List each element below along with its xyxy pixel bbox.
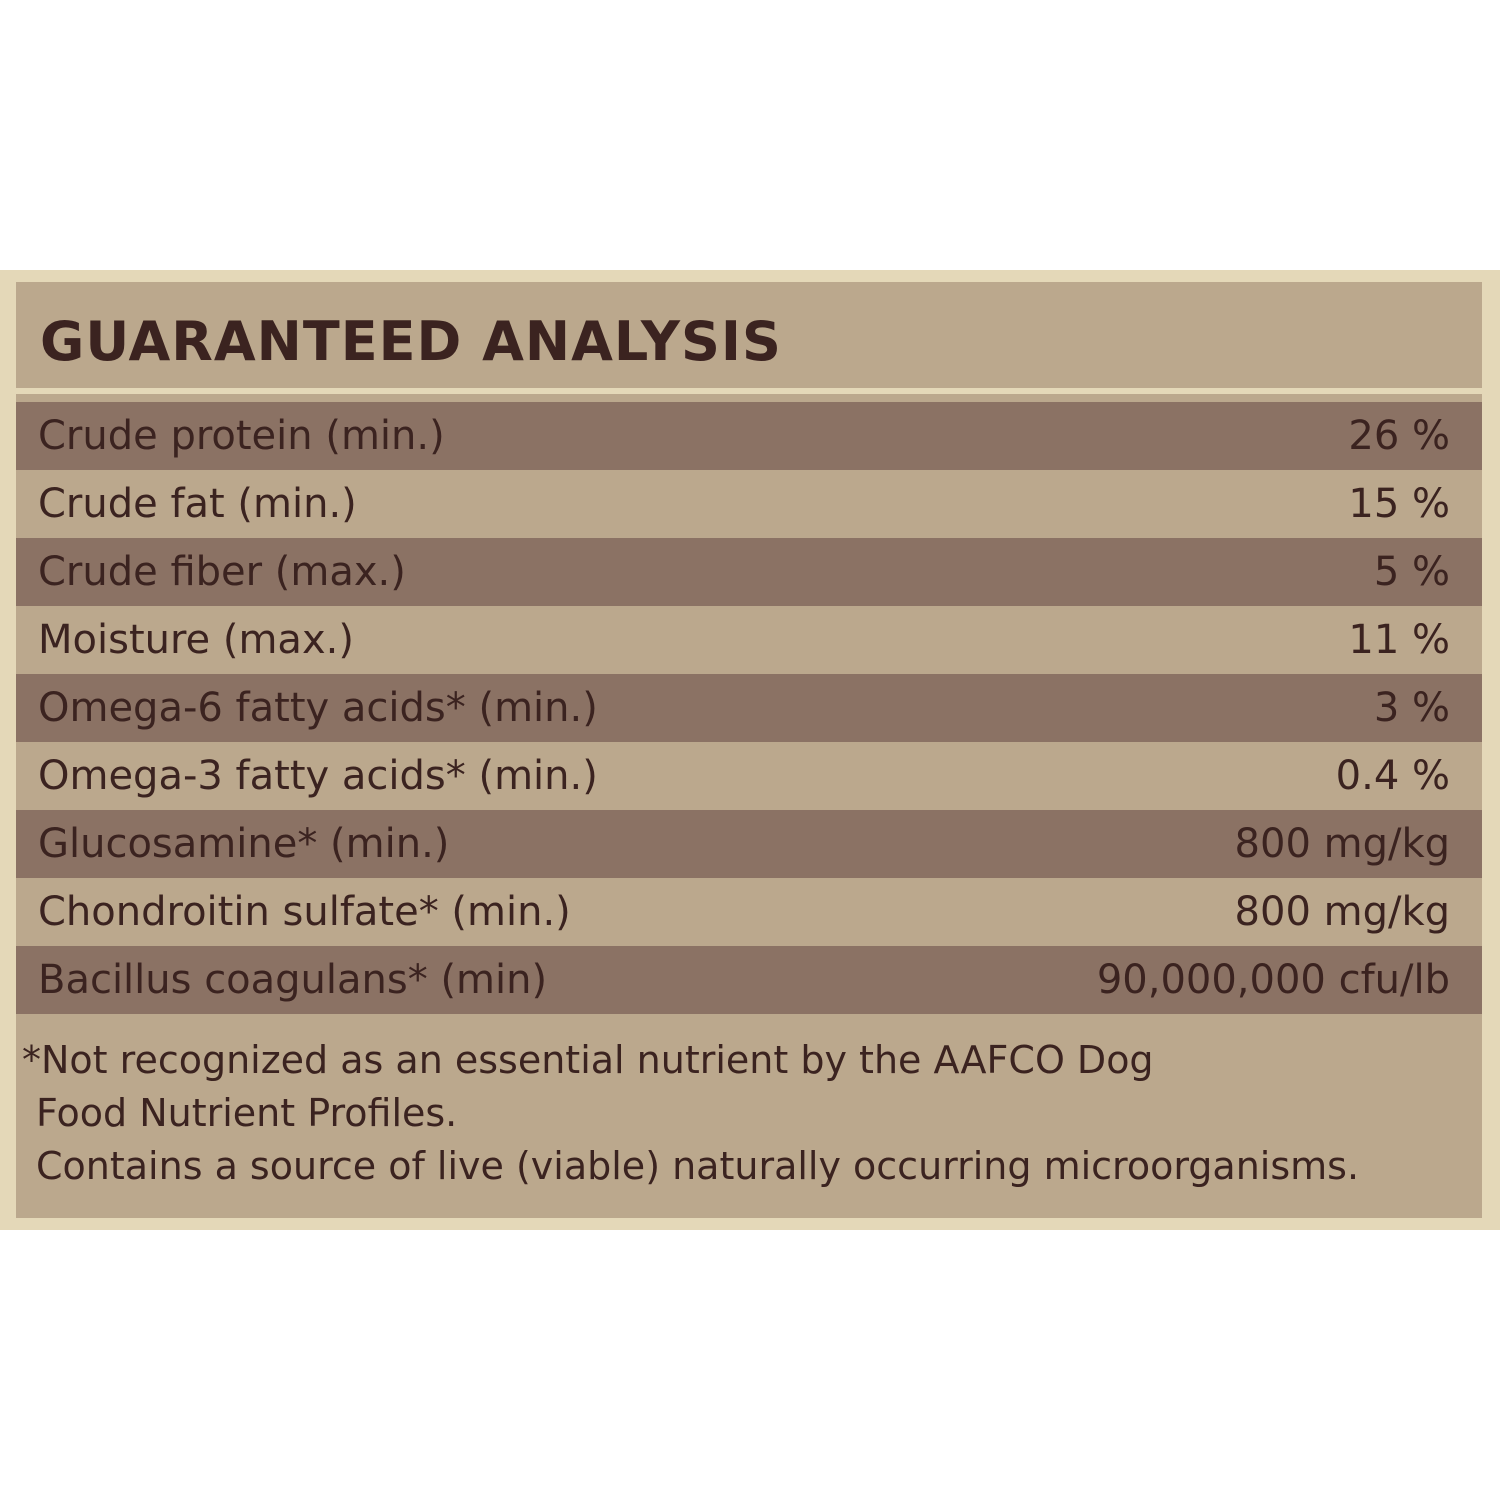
nutrient-name: Omega-3 fatty acids* (min.) <box>38 753 598 799</box>
nutrient-value: 90,000,000 cfu/lb <box>1096 957 1450 1003</box>
table-row: Glucosamine* (min.) 800 mg/kg <box>16 810 1482 878</box>
nutrient-value: 3 % <box>1373 685 1450 731</box>
nutrient-name: Bacillus coagulans* (min) <box>38 957 548 1003</box>
divider <box>16 388 1482 394</box>
nutrient-value: 11 % <box>1348 617 1450 663</box>
nutrient-name: Chondroitin sulfate* (min.) <box>38 889 571 935</box>
nutrient-value: 26 % <box>1348 413 1450 459</box>
nutrient-value: 5 % <box>1373 549 1450 595</box>
table-row: Chondroitin sulfate* (min.) 800 mg/kg <box>16 878 1482 946</box>
table-row: Omega-3 fatty acids* (min.) 0.4 % <box>16 742 1482 810</box>
analysis-table: Crude protein (min.) 26 % Crude fat (min.)… <box>16 402 1482 1014</box>
nutrient-name: Crude fiber (max.) <box>38 549 406 595</box>
nutrient-name: Glucosamine* (min.) <box>38 821 450 867</box>
footnote: Contains a source of live (viable) natur… <box>36 1144 1360 1188</box>
footnote: Food Nutrient Profiles. <box>36 1091 458 1135</box>
nutrient-name: Crude protein (min.) <box>38 413 445 459</box>
nutrient-value: 0.4 % <box>1335 753 1450 799</box>
table-row: Bacillus coagulans* (min) 90,000,000 cfu/… <box>16 946 1482 1014</box>
nutrient-value: 15 % <box>1348 481 1450 527</box>
panel-inner: GUARANTEED ANALYSIS Crude protein (min.)… <box>16 282 1482 1218</box>
footnotes: *Not recognized as an essential nutrient… <box>22 1034 1359 1193</box>
table-row: Crude fiber (max.) 5 % <box>16 538 1482 606</box>
nutrient-value: 800 mg/kg <box>1234 821 1450 867</box>
nutrient-value: 800 mg/kg <box>1234 889 1450 935</box>
table-row: Crude protein (min.) 26 % <box>16 402 1482 470</box>
table-row: Omega-6 fatty acids* (min.) 3 % <box>16 674 1482 742</box>
nutrient-name: Crude fat (min.) <box>38 481 357 527</box>
title: GUARANTEED ANALYSIS <box>40 310 782 373</box>
footnote: *Not recognized as an essential nutrient… <box>22 1038 1154 1082</box>
table-row: Crude fat (min.) 15 % <box>16 470 1482 538</box>
nutrient-name: Omega-6 fatty acids* (min.) <box>38 685 598 731</box>
panel: GUARANTEED ANALYSIS Crude protein (min.)… <box>0 270 1500 1230</box>
table-row: Moisture (max.) 11 % <box>16 606 1482 674</box>
nutrient-name: Moisture (max.) <box>38 617 354 663</box>
